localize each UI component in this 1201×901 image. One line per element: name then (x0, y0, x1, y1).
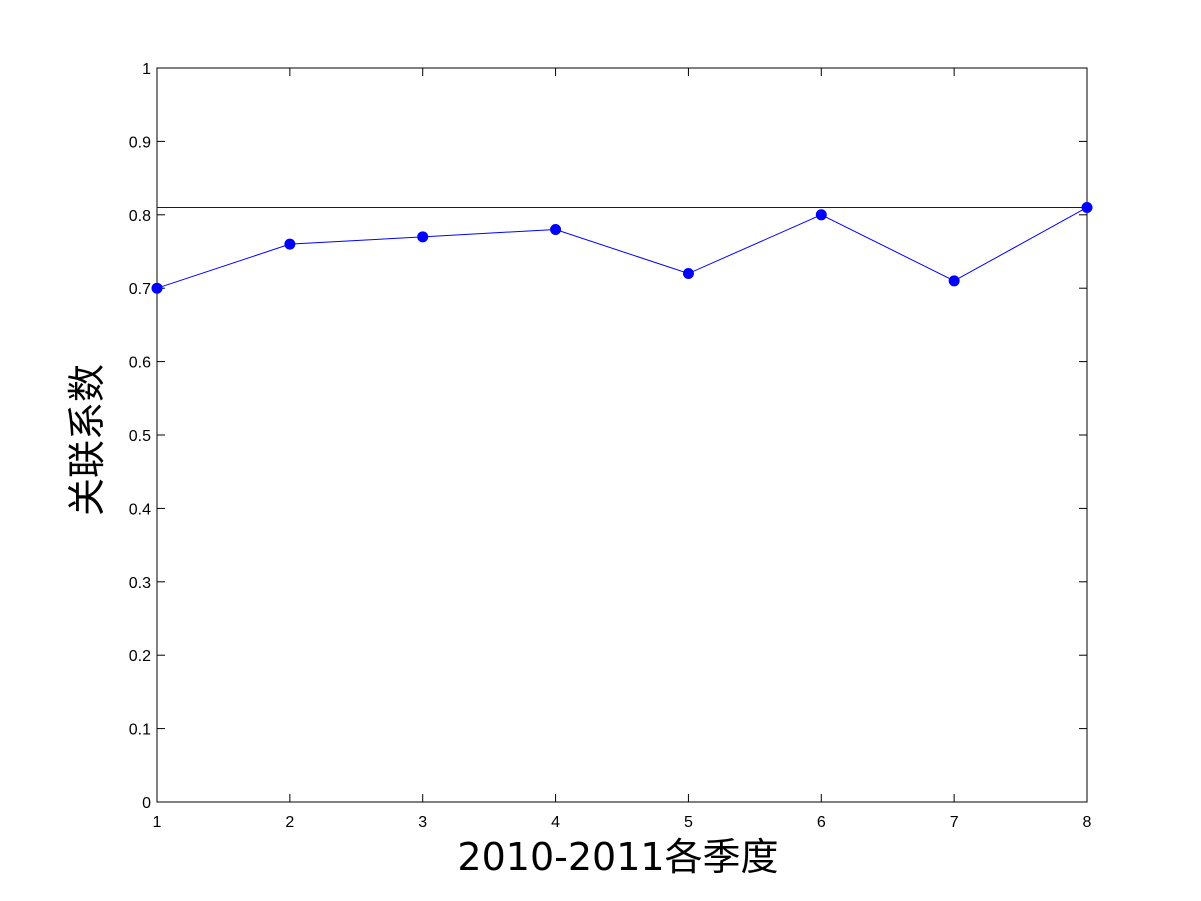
y-tick-label: 0.1 (129, 722, 151, 739)
y-tick-label: 0.8 (129, 208, 151, 225)
tick-labels: 1 2 3 4 5 6 7 8 0 0.1 0.2 0.3 0.4 0.5 0.6 0.7 0.8 0.9 1 (129, 61, 1092, 831)
series-line (156, 207, 1088, 289)
x-tick-label: 5 (684, 814, 693, 831)
x-tick-label: 7 (950, 814, 959, 831)
data-point (815, 209, 827, 221)
data-point (550, 223, 562, 235)
data-point (151, 282, 163, 294)
x-axis-label: 2010-2011各季度 (457, 835, 778, 879)
x-tick-label: 8 (1083, 814, 1092, 831)
y-tick-label: 1 (142, 61, 151, 78)
data-point (1081, 201, 1093, 213)
x-tick-label: 6 (817, 814, 826, 831)
y-tick-label: 0.5 (129, 428, 151, 445)
y-tick-label: 0.7 (129, 281, 151, 298)
y-tick-label: 0.4 (129, 501, 151, 518)
x-tick-label: 2 (285, 814, 294, 831)
y-axis-label: 关联系数 (65, 364, 109, 516)
data-series (151, 201, 1093, 294)
y-tick-label: 0.3 (129, 575, 151, 592)
x-tick-label: 3 (418, 814, 427, 831)
data-point (284, 238, 296, 250)
data-point (948, 275, 960, 287)
x-tick-label: 4 (551, 814, 560, 831)
y-tick-label: 0.9 (129, 134, 151, 151)
y-tick-label: 0 (142, 795, 151, 812)
axis-ticks (156, 67, 1088, 803)
plot-area (156, 67, 1088, 803)
data-point (417, 231, 429, 243)
x-tick-label: 1 (153, 814, 162, 831)
y-tick-label: 0.2 (129, 648, 151, 665)
data-point (682, 268, 694, 280)
y-tick-label: 0.6 (129, 355, 151, 372)
